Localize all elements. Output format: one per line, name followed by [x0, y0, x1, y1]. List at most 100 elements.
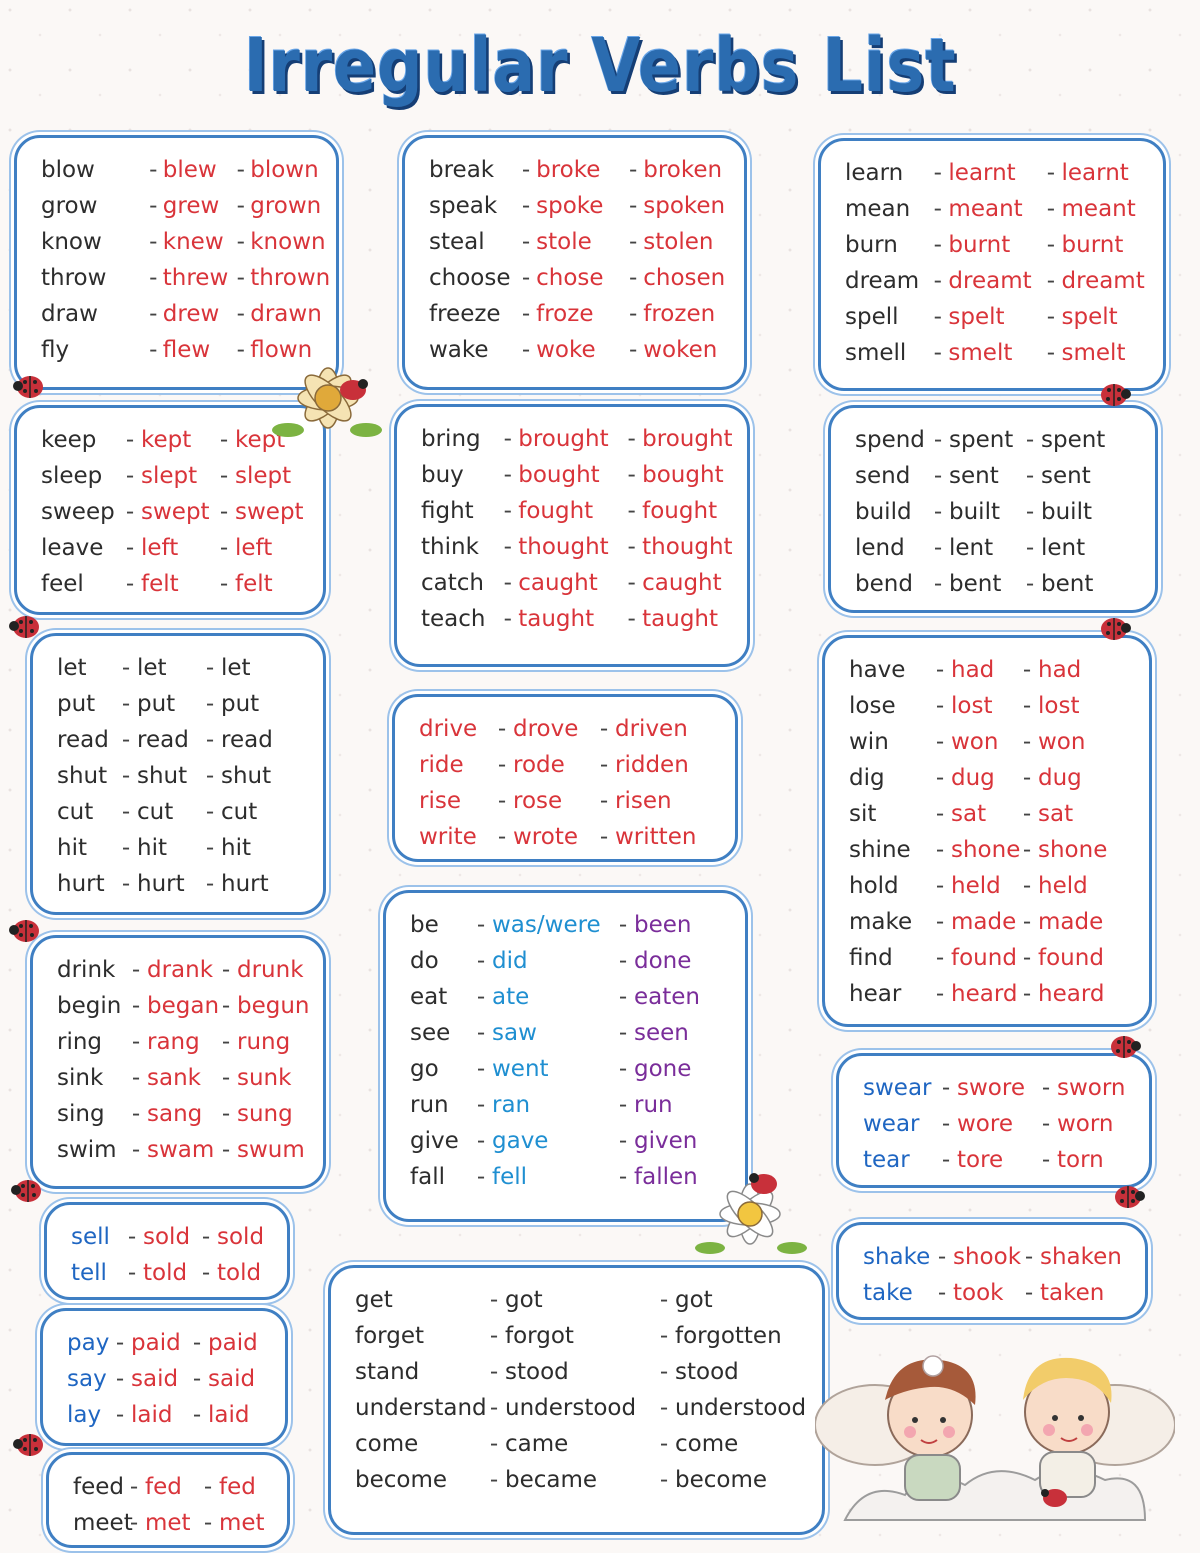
ladybug-icon [1115, 1186, 1145, 1208]
past-participle: forgotten [675, 1323, 782, 1349]
base-form: think [421, 534, 479, 560]
past-participle: sold [217, 1224, 265, 1250]
base-form: tell [71, 1260, 107, 1286]
past-participle: left [235, 535, 273, 561]
verb-row: dig - dug - dug [849, 760, 1149, 796]
past-simple: meant [948, 196, 1023, 222]
past-simple: rose [513, 788, 563, 814]
base-form: shake [863, 1244, 931, 1270]
base-form: hurt [57, 871, 105, 897]
past-simple: left [141, 535, 179, 561]
ladybug-icon [9, 920, 39, 942]
base-form: sing [57, 1101, 105, 1127]
past-simple: rang [147, 1029, 200, 1055]
verb-row: grow - grew - grown [41, 188, 336, 224]
base-form: do [410, 948, 439, 974]
verb-row: break - broke - broken [429, 152, 744, 188]
past-simple: swam [147, 1137, 215, 1163]
dash-separator: - [618, 948, 628, 974]
dash-separator: - [219, 535, 229, 561]
dash-separator: - [131, 1029, 141, 1055]
past-participle: broken [643, 157, 723, 183]
dash-separator: - [935, 873, 945, 899]
past-simple: sat [951, 801, 987, 827]
base-form: ride [419, 752, 464, 778]
verb-row: wake - woke - woken [429, 332, 744, 368]
past-simple: shone [951, 837, 1021, 863]
verb-row: fall - fell - fallen [410, 1159, 745, 1195]
dash-separator: - [503, 426, 512, 452]
base-form: be [410, 912, 439, 938]
dash-separator: - [1046, 340, 1056, 366]
past-participle: hit [221, 835, 251, 861]
past-participle: chosen [643, 265, 726, 291]
verb-row: have - had - had [849, 652, 1149, 688]
verb-row: make - made - made [849, 904, 1149, 940]
verb-row: bring - brought - brought [421, 421, 747, 457]
verb-row: begin - began - begun [57, 988, 323, 1024]
verb-box-swear: swear - swore - sworn wear - wore - worn tear - tore… [836, 1053, 1152, 1188]
past-participle: gone [634, 1056, 692, 1082]
base-form: see [410, 1020, 451, 1046]
base-form: choose [429, 265, 511, 291]
dash-separator: - [935, 765, 945, 791]
dash-separator: - [201, 1260, 211, 1286]
verb-row: shine - shone - shone [849, 832, 1149, 868]
dash-separator: - [127, 1260, 137, 1286]
dash-separator: - [933, 499, 943, 525]
dash-separator: - [618, 1164, 628, 1190]
base-form: sink [57, 1065, 104, 1091]
verb-row: sweep - swept - swept [41, 494, 323, 530]
past-participle: bought [642, 462, 724, 488]
dash-separator: - [659, 1287, 669, 1313]
past-simple: froze [536, 301, 594, 327]
base-form: cut [57, 799, 94, 825]
base-form: swear [863, 1075, 932, 1101]
verb-box-learn: learn - learnt - learnt mean - meant - meant burn -… [818, 138, 1166, 391]
dash-separator: - [192, 1330, 202, 1356]
verb-box-be: be - was/were - been do - did - done eat - ate - eaten… [383, 890, 748, 1222]
dash-separator: - [629, 193, 638, 219]
past-simple: rode [513, 752, 565, 778]
base-form: find [849, 945, 893, 971]
ladybug-icon [1111, 1036, 1141, 1058]
past-simple: fed [145, 1474, 182, 1500]
past-simple: cut [137, 799, 174, 825]
past-participle: blown [250, 157, 319, 183]
verb-row: lend - lent - lent [855, 530, 1155, 566]
dash-separator: - [201, 1224, 211, 1250]
past-simple: woke [536, 337, 596, 363]
base-form: make [849, 909, 913, 935]
base-form: meet [73, 1510, 133, 1536]
dash-separator: - [476, 1092, 486, 1118]
past-simple: swept [141, 499, 210, 525]
base-form: drive [419, 716, 478, 742]
dash-separator: - [503, 570, 512, 596]
dash-separator: - [1046, 160, 1056, 186]
past-simple: told [143, 1260, 188, 1286]
dash-separator: - [476, 1056, 486, 1082]
ladybug-icon [1101, 618, 1131, 640]
verb-row: eat - ate - eaten [410, 979, 745, 1015]
dash-separator: - [1025, 463, 1035, 489]
past-participle: got [675, 1287, 713, 1313]
verb-row: feed - fed - fed [73, 1469, 287, 1505]
base-form: come [355, 1431, 419, 1457]
base-form: become [355, 1467, 448, 1493]
verb-box-let: let - let - let put - put - put read - read - read shut… [30, 633, 326, 915]
base-form: dig [849, 765, 885, 791]
dash-separator: - [1046, 304, 1056, 330]
base-form: write [419, 824, 477, 850]
past-participle: spelt [1061, 304, 1118, 330]
dash-separator: - [1022, 657, 1032, 683]
dash-separator: - [131, 1101, 141, 1127]
dash-separator: - [236, 301, 245, 327]
past-participle: sent [1041, 463, 1091, 489]
dash-separator: - [203, 1474, 213, 1500]
past-simple: heard [951, 981, 1018, 1007]
past-simple: drew [162, 301, 220, 327]
past-simple: slept [141, 463, 198, 489]
past-participle: met [219, 1510, 265, 1536]
dash-separator: - [1022, 873, 1032, 899]
base-form: know [41, 229, 102, 255]
